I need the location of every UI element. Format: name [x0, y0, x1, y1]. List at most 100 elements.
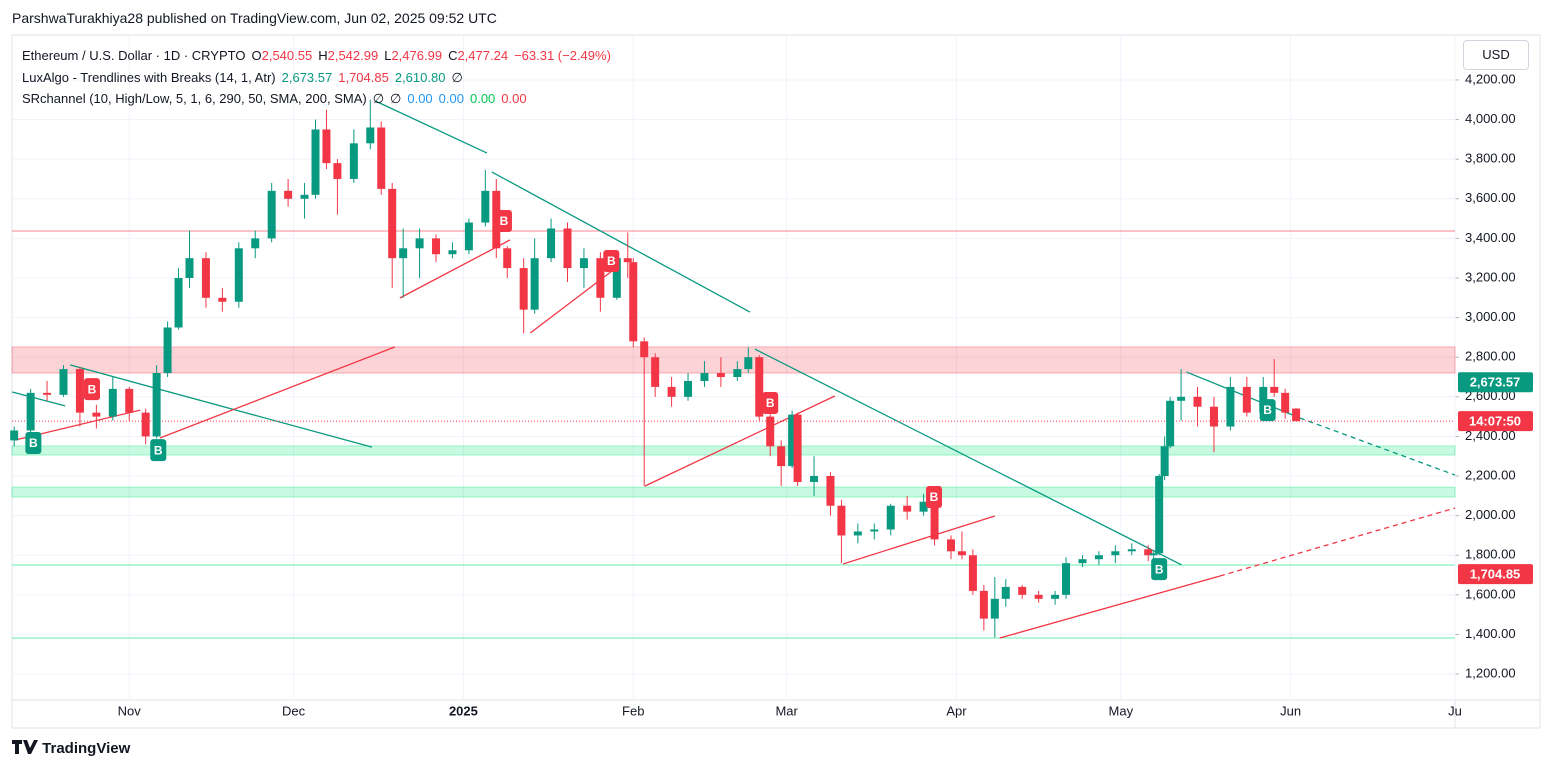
candle-body [377, 127, 386, 189]
chart-frame [11, 34, 1541, 729]
ohlc-key: L [384, 48, 392, 63]
indicator-value: 1,704.85 [338, 69, 389, 85]
candle-body [766, 416, 775, 447]
trendline [399, 239, 511, 299]
indicator-value: 0.00 [438, 91, 464, 106]
y-tick-label: 4,200.00 [1465, 71, 1516, 86]
sr-zone [11, 486, 1456, 498]
candle-body [43, 392, 52, 395]
candle-body [837, 505, 846, 536]
candle-body [640, 341, 649, 358]
signal-label: B [607, 254, 616, 268]
x-tick-label: Feb [622, 703, 644, 718]
candle-body [716, 373, 725, 378]
x-tick-label: Ju [1448, 703, 1462, 718]
signal-label: B [766, 396, 775, 410]
candle-body [1226, 386, 1235, 427]
price-axis-label [1458, 564, 1533, 585]
candle-body [1149, 553, 1158, 556]
indicator-value: 0.00 [501, 91, 527, 106]
x-tick-label: Jun [1280, 703, 1301, 718]
candle-body [547, 228, 556, 259]
y-tick-label: 1,600.00 [1465, 586, 1516, 601]
y-tick-label: 3,000.00 [1465, 309, 1516, 324]
brand-logo [12, 740, 38, 754]
signal-label: B [1155, 562, 1164, 576]
candle-body [108, 388, 117, 417]
price-axis-label-text: 14:07:50 [1469, 414, 1521, 429]
candle-body [744, 357, 753, 370]
signal-badge [1151, 558, 1168, 581]
trendline [1299, 417, 1456, 476]
candle-body [1018, 586, 1027, 595]
ohlc-key: O [251, 48, 262, 63]
indicator-name: SRchannel (10, High/Low, 5, 1, 6, 290, 5… [22, 91, 367, 106]
y-tick-label: 2,400.00 [1465, 428, 1516, 443]
trendline [491, 171, 751, 313]
y-tick-label: 3,600.00 [1465, 190, 1516, 205]
y-tick-label: 1,200.00 [1465, 665, 1516, 680]
candle-body [125, 388, 134, 413]
signal-label: B [1263, 403, 1272, 417]
y-tick-label: 3,200.00 [1465, 269, 1516, 284]
trendline [529, 264, 621, 334]
candle-body [733, 369, 742, 378]
candle-body [10, 430, 19, 441]
candle-body [59, 369, 68, 395]
candle-body [903, 505, 912, 512]
candle-body [930, 501, 939, 540]
candle-body [1193, 396, 1202, 407]
candle-body [174, 277, 183, 328]
candle-body [415, 238, 424, 249]
ohlc-value: 2,477.24 [457, 48, 509, 63]
y-tick-label: 2,200.00 [1465, 467, 1516, 482]
trendline [159, 346, 396, 439]
candle-body [1094, 555, 1103, 560]
candle-body [163, 327, 172, 374]
candle-body [464, 222, 473, 251]
candle-body [185, 258, 194, 278]
indicator-value: ∅ [372, 91, 385, 106]
candle-body [919, 501, 928, 512]
indicator-value: 2,610.80 [394, 69, 446, 85]
indicator-name: LuxAlgo - Trendlines with Breaks (14, 1,… [22, 69, 276, 85]
candle-body [1166, 400, 1175, 447]
trendline [69, 364, 373, 448]
trendline [644, 395, 836, 487]
candle-body [432, 238, 441, 255]
candle-body [1160, 446, 1169, 477]
candle-body [979, 590, 988, 619]
candle-body [596, 258, 605, 298]
candle-body [234, 248, 243, 302]
candle-body [957, 551, 966, 556]
candle-body [349, 143, 358, 179]
candle-body [1270, 386, 1279, 393]
candle-body [1209, 406, 1218, 427]
trendline [12, 391, 66, 407]
signal-badge [603, 249, 620, 272]
indicator-value: 0.00 [469, 91, 496, 106]
candle-body [946, 539, 955, 552]
candle-body [366, 127, 375, 144]
trendline [374, 100, 488, 154]
legend-row: Ethereum / U.S. Dollar · 1D · CRYPTO O2,5… [22, 45, 617, 67]
candle-body [777, 446, 786, 467]
currency-button[interactable]: USD [1463, 40, 1529, 70]
candle-body [1127, 549, 1136, 552]
candle-body [388, 188, 397, 259]
candle-body [26, 392, 35, 431]
y-tick-label: 2,000.00 [1465, 507, 1516, 522]
candle-body [1242, 386, 1251, 413]
ohlc-key: H [318, 48, 328, 63]
candle-body [579, 258, 588, 269]
candle-body [152, 373, 161, 437]
candle-body [251, 238, 260, 249]
candle-body [322, 129, 331, 164]
candle-body [651, 357, 660, 387]
ohlc-value: 2,542.99 [327, 48, 379, 63]
candle-body [1144, 549, 1153, 556]
ohlc-value: 2,476.99 [391, 48, 443, 63]
y-tick-label: 2,800.00 [1465, 349, 1516, 364]
